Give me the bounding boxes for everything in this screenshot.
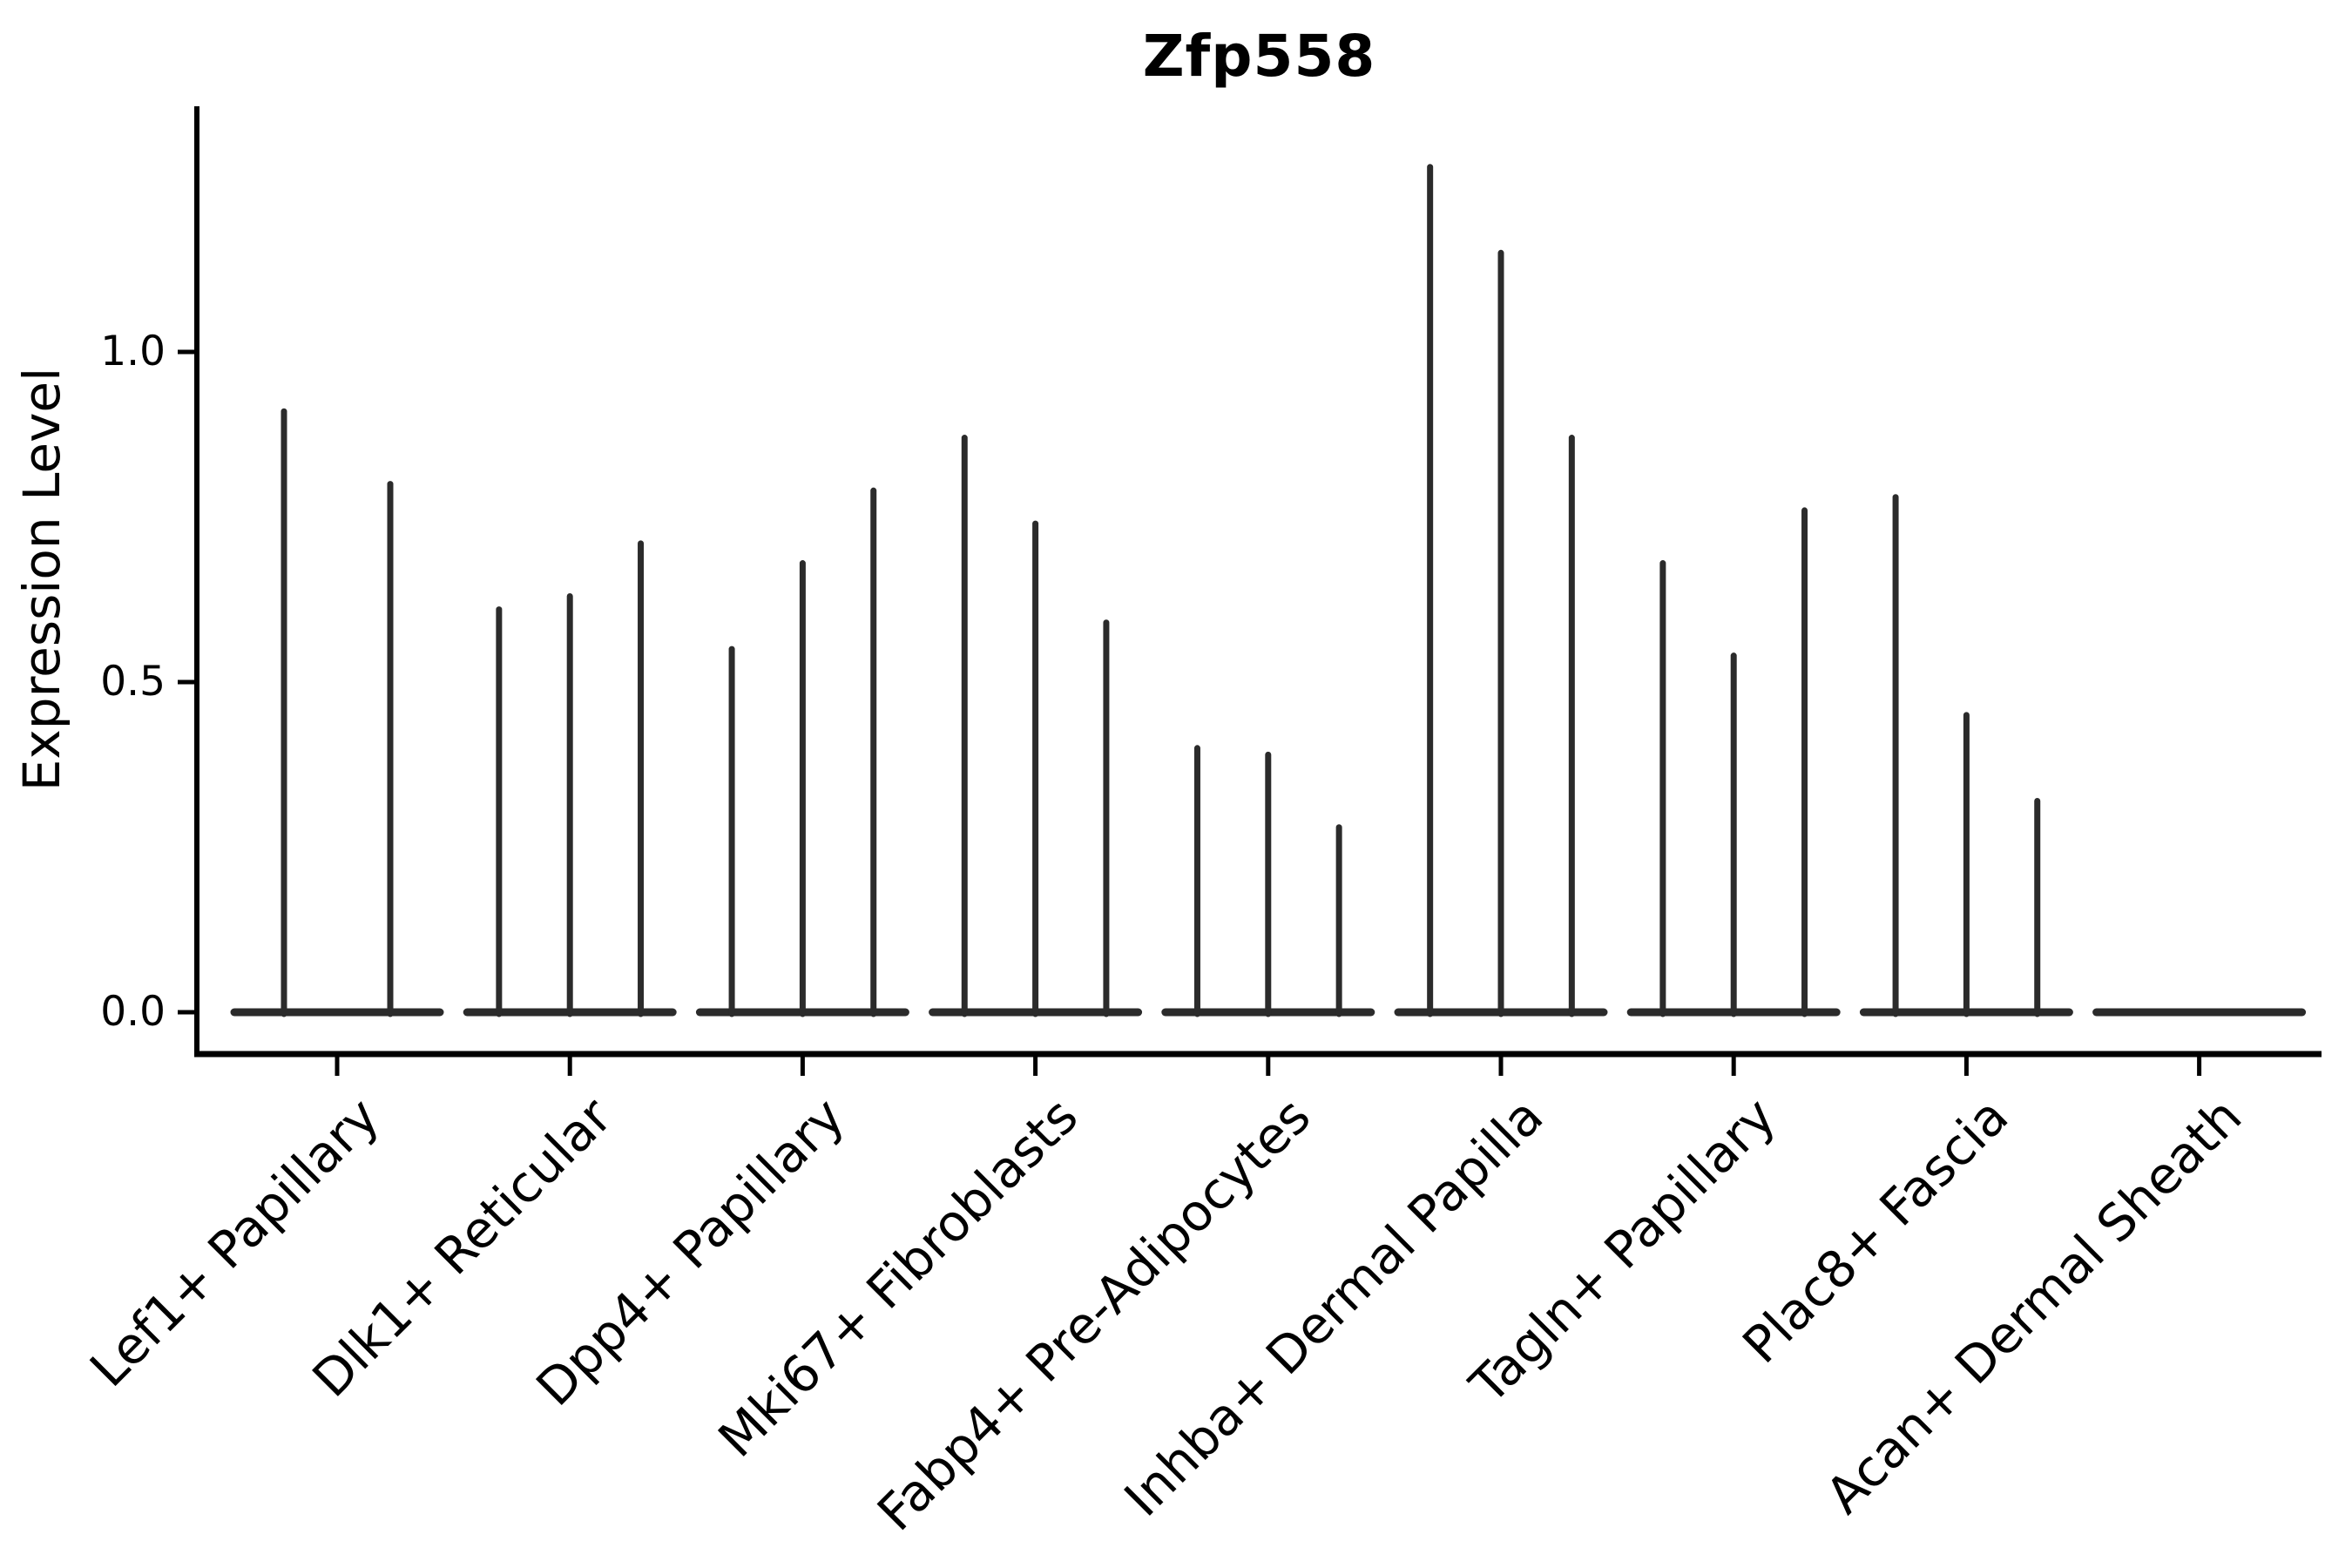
y-tick-label: 1.0 <box>100 328 166 375</box>
chart-title: Zfp558 <box>1142 23 1376 90</box>
y-tick-label: 0.5 <box>100 658 166 706</box>
y-tick-label: 0.0 <box>100 988 166 1036</box>
y-axis-title: Expression Level <box>12 367 71 792</box>
